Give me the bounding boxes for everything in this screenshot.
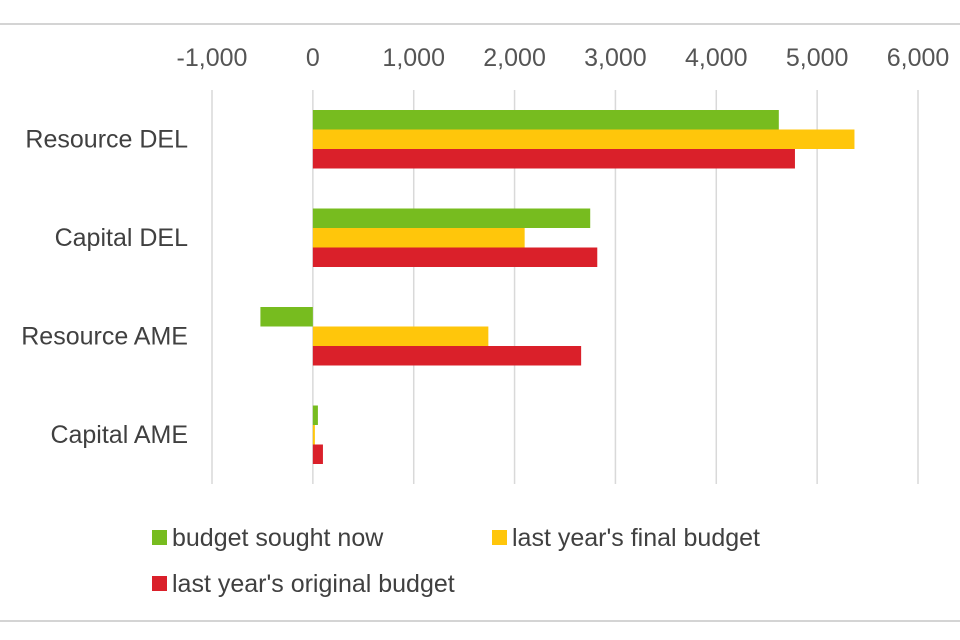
legend-swatch (492, 530, 507, 545)
legend-item: last year's final budget (492, 524, 760, 552)
x-tick-label: 0 (306, 44, 320, 72)
legend-swatch (152, 576, 167, 591)
bar-last-year-s-original-budget-resource-del (312, 149, 795, 169)
bottom-border-line (0, 620, 960, 622)
bar-last-year-s-final-budget-capital-del (312, 228, 525, 248)
legend-label: budget sought now (172, 524, 384, 552)
x-tick-label: 4,000 (685, 44, 748, 72)
legend: budget sought now last year's final budge… (152, 524, 760, 598)
legend-item: last year's original budget (152, 570, 455, 598)
legend-swatch (152, 530, 167, 545)
legend-label: last year's original budget (172, 570, 455, 598)
category-label: Capital DEL (55, 224, 188, 252)
x-axis-ticks: -1,000 0 1,000 2,000 3,000 4,000 5,000 6,000 (177, 44, 950, 72)
gridlines (211, 90, 919, 484)
x-tick-label: -1,000 (177, 44, 248, 72)
bar-last-year-s-original-budget-capital-del (312, 247, 598, 267)
legend-label: last year's final budget (512, 524, 760, 552)
category-label: Capital AME (50, 421, 188, 449)
bar-budget-sought-now-resource-del (312, 110, 779, 130)
top-border-line (0, 23, 960, 25)
x-tick-label: 1,000 (382, 44, 445, 72)
legend-item: budget sought now (152, 524, 384, 552)
bar-last-year-s-final-budget-capital-ame (312, 425, 315, 445)
x-tick-label: 3,000 (584, 44, 647, 72)
category-label: Resource AME (21, 322, 188, 350)
x-tick-label: 2,000 (483, 44, 546, 72)
bar-last-year-s-original-budget-capital-ame (312, 444, 323, 464)
category-label: Resource DEL (25, 125, 188, 153)
bar-last-year-s-original-budget-resource-ame (312, 346, 582, 366)
category-labels: Resource DEL Capital DEL Resource AME Capit… (21, 125, 188, 449)
bar-last-year-s-final-budget-resource-del (312, 129, 855, 149)
x-tick-label: 5,000 (786, 44, 849, 72)
bar-budget-sought-now-capital-del (312, 208, 591, 228)
bar-budget-sought-now-resource-ame (260, 307, 313, 327)
bars (260, 110, 855, 464)
bar-budget-sought-now-capital-ame (312, 405, 318, 425)
bar-last-year-s-final-budget-resource-ame (312, 326, 489, 346)
x-tick-label: 6,000 (887, 44, 950, 72)
